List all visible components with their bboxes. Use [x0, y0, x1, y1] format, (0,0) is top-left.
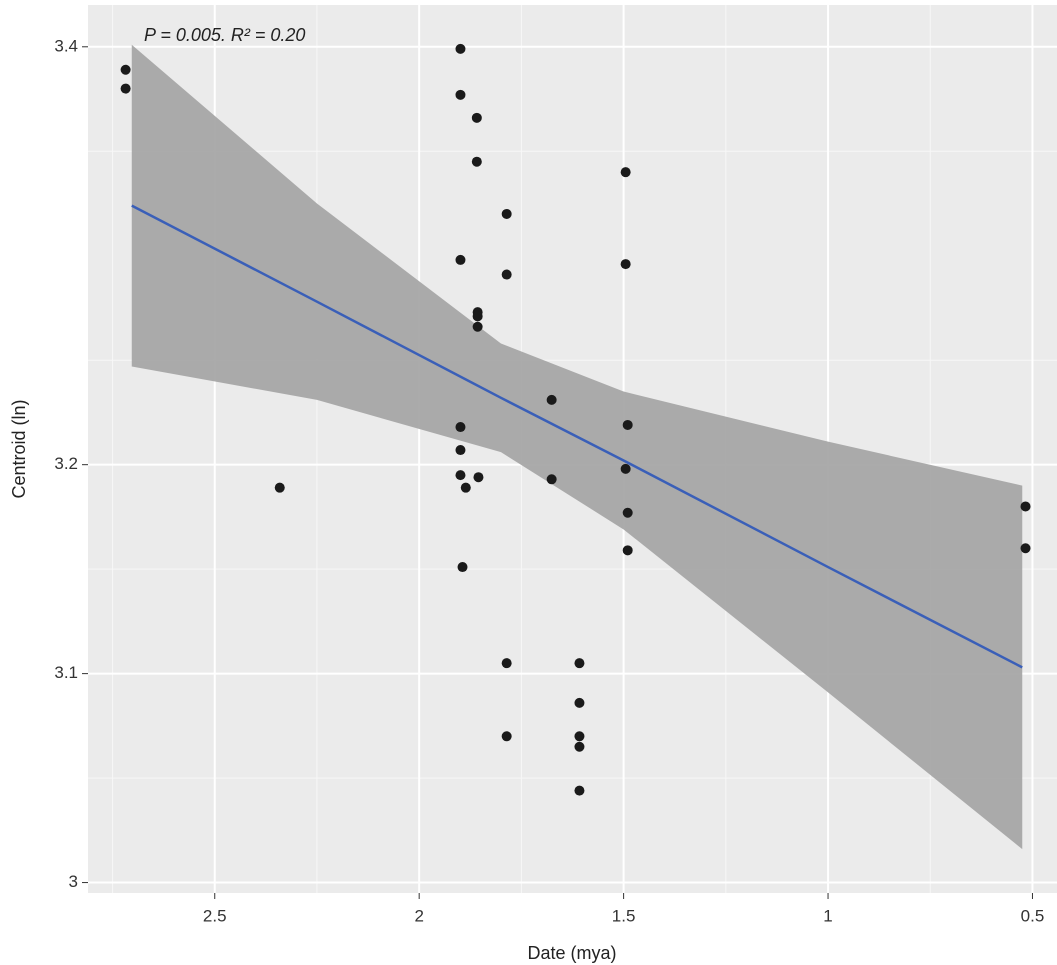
- x-tick-label: 2: [414, 906, 423, 925]
- data-point: [457, 562, 468, 573]
- y-tick-label: 3.1: [54, 663, 78, 682]
- data-point: [274, 482, 285, 493]
- confidence-band: [131, 44, 1023, 850]
- data-point: [501, 269, 512, 280]
- data-point: [455, 470, 466, 481]
- data-point: [501, 208, 512, 219]
- data-point: [620, 463, 631, 474]
- x-tick-label: 0.5: [1021, 906, 1045, 925]
- data-point: [460, 482, 471, 493]
- data-point: [455, 43, 466, 54]
- data-point: [1020, 543, 1031, 554]
- data-point: [574, 741, 585, 752]
- data-point: [501, 731, 512, 742]
- data-point: [455, 89, 466, 100]
- regression-line: [131, 204, 1023, 669]
- y-axis-title: Centroid (ln): [9, 399, 29, 498]
- x-tick-label: 2.5: [203, 906, 227, 925]
- data-point: [501, 658, 512, 669]
- annotation: P = 0.005. R² = 0.20: [144, 25, 305, 45]
- data-point: [622, 507, 633, 518]
- data-point: [473, 472, 484, 483]
- data-point: [546, 474, 557, 485]
- data-point: [472, 321, 483, 332]
- data-point: [471, 156, 482, 167]
- x-tick-label: 1: [823, 906, 832, 925]
- data-point: [620, 259, 631, 270]
- data-point: [1020, 501, 1031, 512]
- x-axis-title: Date (mya): [527, 943, 616, 963]
- data-point: [620, 167, 631, 178]
- data-point: [622, 545, 633, 556]
- data-point: [120, 64, 131, 75]
- data-point: [455, 254, 466, 265]
- y-tick-label: 3.2: [54, 454, 78, 473]
- data-point: [622, 419, 633, 430]
- data-point: [471, 112, 482, 123]
- data-point: [574, 658, 585, 669]
- x-tick-label: 1.5: [612, 906, 636, 925]
- y-tick-label: 3.4: [54, 36, 78, 55]
- data-point: [574, 731, 585, 742]
- data-point: [472, 311, 483, 322]
- data-point: [455, 422, 466, 433]
- y-tick-label: 3: [69, 872, 78, 891]
- data-point: [120, 83, 131, 94]
- data-point: [546, 394, 557, 405]
- data-layer: [120, 43, 1031, 850]
- data-point: [574, 785, 585, 796]
- data-point: [574, 697, 585, 708]
- data-point: [455, 445, 466, 456]
